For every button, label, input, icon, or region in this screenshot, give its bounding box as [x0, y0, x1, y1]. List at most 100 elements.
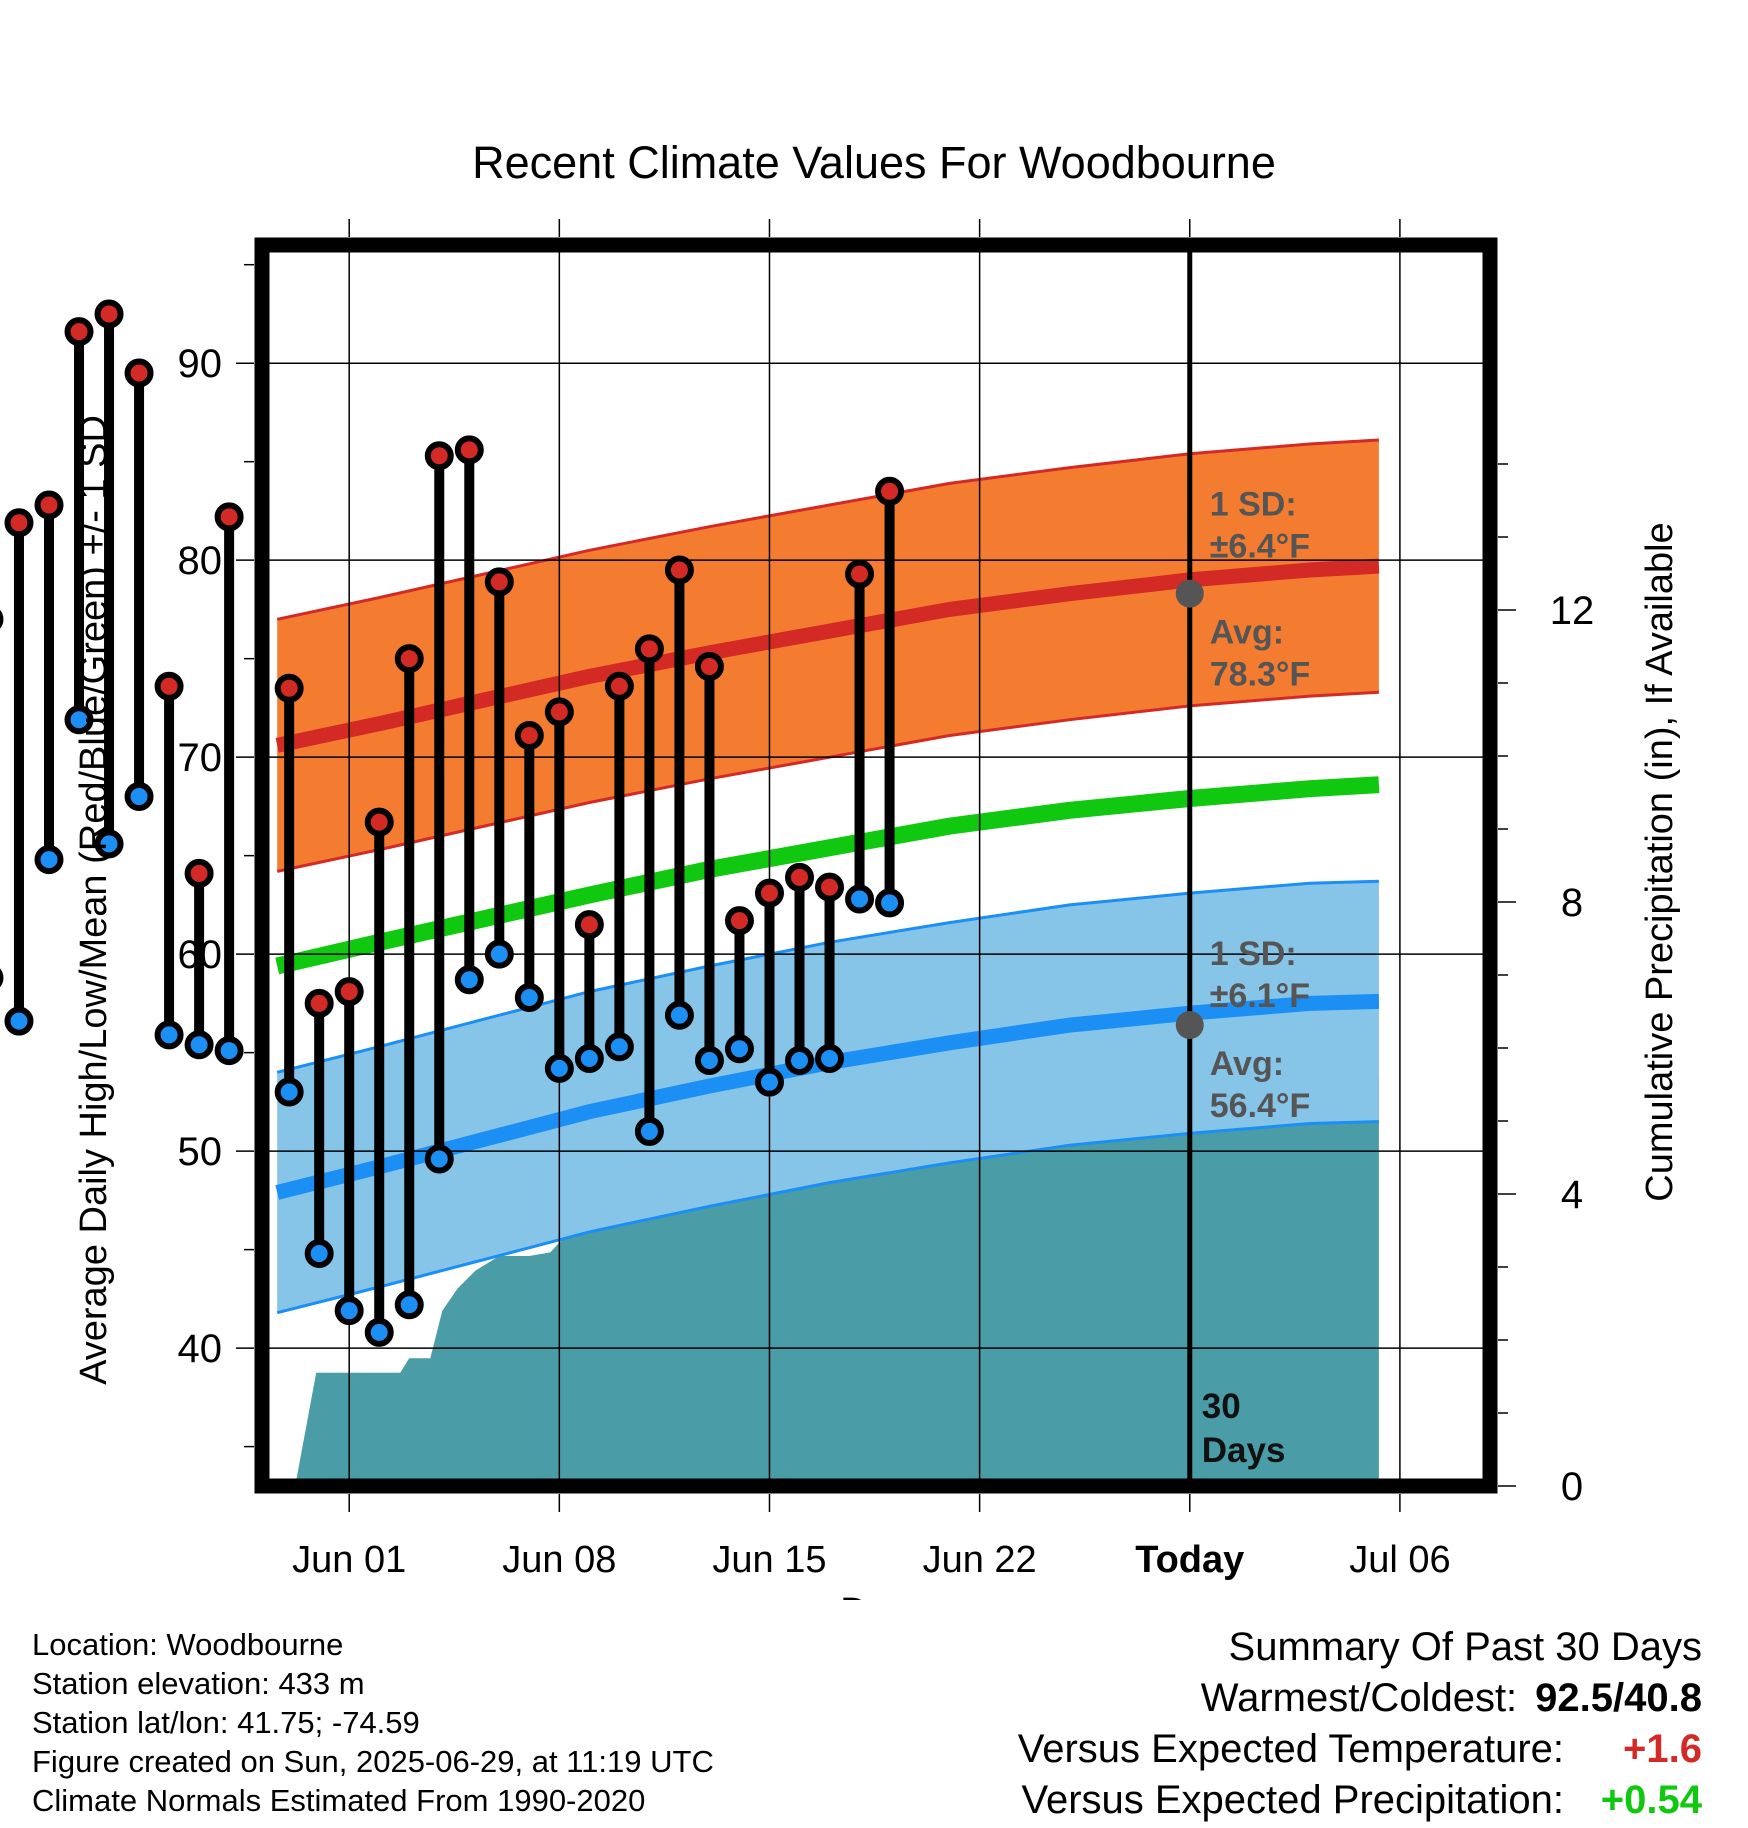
low-sd-label: 1 SD:	[1210, 935, 1297, 973]
chart-title: Recent Climate Values For Woodbourne	[472, 137, 1276, 188]
info-created: Figure created on Sun, 2025-06-29, at 11…	[32, 1744, 714, 1779]
y2-tick-label: 0	[1561, 1465, 1583, 1509]
low-point	[724, 1034, 754, 1064]
summary-temp-value: +1.6	[1623, 1727, 1702, 1771]
low-point	[4, 1006, 34, 1036]
high-point	[724, 906, 754, 936]
low-point	[124, 782, 154, 812]
low-point	[334, 1296, 364, 1326]
high-point	[274, 673, 304, 703]
avg-mean-line	[275, 776, 1380, 975]
y2-tick-label: 4	[1561, 1173, 1583, 1217]
high-sd-value: ±6.4°F	[1210, 528, 1310, 566]
avg-high-line	[275, 558, 1380, 753]
y-tick-label: 40	[178, 1327, 223, 1371]
high-point	[785, 862, 814, 892]
high-point	[454, 435, 484, 465]
high-avg-today-dot	[1175, 579, 1204, 608]
high-point	[514, 720, 544, 750]
low-point	[214, 1036, 244, 1066]
high-point	[694, 652, 724, 682]
high-point	[634, 634, 664, 664]
low-point	[875, 888, 905, 918]
high-point	[304, 988, 334, 1018]
days-word-label: Days	[1202, 1431, 1286, 1470]
high-point	[124, 358, 154, 388]
high-point	[845, 559, 875, 589]
high-point	[484, 567, 514, 597]
high-point	[664, 555, 694, 585]
low-point	[604, 1032, 634, 1062]
low-point	[274, 1077, 304, 1107]
high-point	[544, 697, 574, 727]
y-tick-label: 90	[178, 342, 223, 386]
info-elevation: Station elevation: 433 m	[32, 1666, 365, 1701]
low-point	[304, 1239, 334, 1269]
high-point	[4, 508, 34, 538]
y-tick-label: 80	[178, 539, 223, 583]
low-point	[424, 1144, 454, 1174]
precip-area	[295, 1073, 1379, 1486]
info-location: Location: Woodbourne	[32, 1627, 344, 1662]
summary-heading: Summary Of Past 30 Days	[1228, 1625, 1702, 1669]
daily-range-bars	[0, 299, 905, 1347]
high-point	[364, 807, 394, 837]
high-point	[394, 644, 424, 674]
high-point	[94, 299, 124, 329]
low-band-lower-edge	[276, 1120, 1379, 1315]
x-tick-label: Jun 08	[502, 1539, 616, 1581]
y2-tick-label: 12	[1550, 589, 1595, 633]
low-point	[364, 1317, 394, 1347]
low-point	[544, 1053, 574, 1083]
low-point	[785, 1046, 814, 1076]
climate-chart: Recent Climate Values For Woodbourne 1 S…	[0, 137, 1681, 1600]
low-point	[184, 1030, 214, 1060]
x-tick-label: Jun 15	[712, 1539, 826, 1581]
y-tick-label: 60	[178, 933, 223, 977]
high-point	[214, 502, 244, 532]
x-axis-label: Day	[840, 1591, 908, 1600]
low-point	[94, 829, 124, 859]
low-band	[277, 881, 1379, 1313]
low-avg-today-dot	[1175, 1011, 1204, 1040]
y2-tick-label: 8	[1561, 881, 1583, 925]
low-point	[845, 884, 875, 914]
info-normals: Climate Normals Estimated From 1990-2020	[32, 1783, 646, 1818]
low-point	[815, 1044, 845, 1074]
high-avg-value: 78.3°F	[1210, 656, 1311, 694]
axes: 40 50 60 70 80 90 0 4 8 12 Jun 01 Jun 08 Jun 15 Jun 2…	[178, 219, 1595, 1581]
high-point	[184, 858, 214, 888]
summary-temp-label: Versus Expected Temperature:	[1017, 1727, 1564, 1771]
x-tick-label: Jul 06	[1349, 1539, 1450, 1581]
high-point	[34, 490, 64, 520]
y-tick-label: 50	[178, 1130, 223, 1174]
high-point	[754, 878, 784, 908]
low-avg-value: 56.4°F	[1210, 1087, 1311, 1125]
plot-frame	[254, 237, 1498, 1494]
high-sd-label: 1 SD:	[1210, 486, 1297, 524]
low-point	[394, 1290, 424, 1320]
low-point	[754, 1067, 784, 1097]
low-point	[154, 1020, 184, 1050]
high-point	[334, 977, 364, 1007]
high-band-upper-edge	[276, 438, 1379, 621]
x-tick-label: Jun 01	[292, 1539, 406, 1581]
high-point	[815, 872, 845, 902]
summary-panel: Summary Of Past 30 Days Warmest/Coldest:…	[1018, 1622, 1702, 1826]
low-point	[454, 965, 484, 995]
low-point	[694, 1046, 724, 1076]
low-point	[664, 1000, 694, 1030]
high-point	[604, 671, 634, 701]
high-point	[424, 441, 454, 471]
station-info: Location: Woodbourne Station elevation: …	[32, 1625, 714, 1820]
low-point	[514, 982, 544, 1012]
y-axis-label: Average Daily High/Low/Mean (Red/Blue/Gr…	[73, 415, 115, 1385]
info-latlon: Station lat/lon: 41.75; -74.59	[32, 1705, 420, 1740]
x-tick-label: Jun 22	[923, 1539, 1037, 1581]
summary-warmest-value: 92.5/40.8	[1535, 1676, 1702, 1720]
y2-axis-label: Cumulative Precipitation (in), If Availa…	[1639, 522, 1681, 1201]
low-avg-label: Avg:	[1210, 1045, 1284, 1083]
low-point	[574, 1044, 604, 1074]
summary-precip-value: +0.54	[1600, 1778, 1702, 1822]
low-point	[634, 1116, 664, 1146]
